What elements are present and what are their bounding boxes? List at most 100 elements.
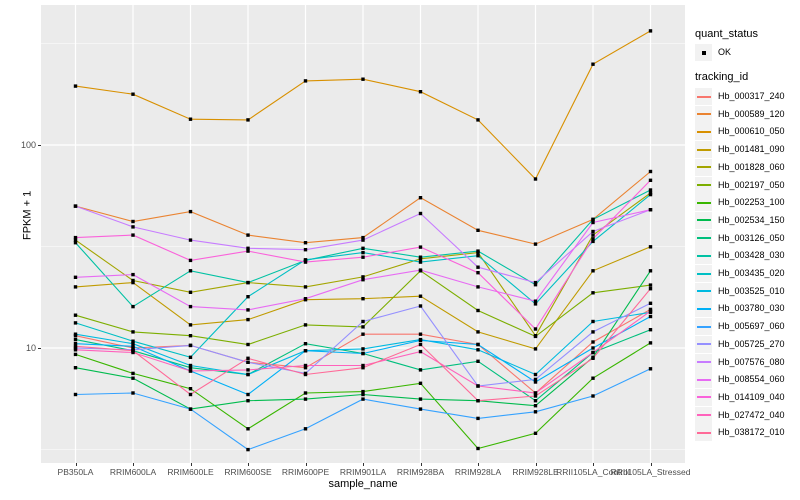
- data-point: [246, 342, 250, 347]
- data-point: [533, 302, 538, 306]
- data-point: [73, 337, 78, 342]
- legend-line-swatch: [696, 113, 711, 116]
- x-tick-mark: [650, 463, 652, 466]
- data-point: [303, 323, 308, 327]
- data-point: [303, 427, 308, 431]
- data-point: [73, 352, 78, 357]
- data-point: [188, 392, 193, 397]
- legend-key-Hb_003126_050: [695, 229, 712, 247]
- data-point: [303, 297, 308, 301]
- data-point: [533, 399, 538, 403]
- data-point: [418, 381, 423, 385]
- data-point: [648, 309, 653, 313]
- x-tick-mark: [133, 463, 134, 466]
- data-point: [131, 330, 135, 334]
- data-point: [131, 391, 135, 395]
- data-point: [73, 321, 78, 325]
- data-point: [591, 291, 595, 295]
- data-point: [188, 209, 193, 214]
- data-point: [246, 368, 250, 372]
- data-point: [476, 330, 480, 334]
- legend-label-series: Hb_000610_050: [718, 126, 785, 137]
- legend-key-Hb_000589_120: [695, 105, 712, 123]
- data-point: [188, 407, 193, 411]
- legend-key-Hb_038172_010: [695, 424, 712, 442]
- data-point: [533, 391, 538, 395]
- data-point: [303, 391, 308, 395]
- data-point: [73, 313, 78, 317]
- legend-key-Hb_005697_060: [695, 318, 712, 336]
- data-point: [591, 356, 595, 360]
- data-point: [303, 285, 308, 289]
- legend-label-series: Hb_005697_060: [718, 321, 785, 332]
- y-axis-title: FPKM + 1: [21, 190, 34, 240]
- data-point: [648, 169, 653, 174]
- data-point: [246, 356, 250, 360]
- data-point: [303, 397, 308, 401]
- legend-key-Hb_002253_100: [695, 194, 712, 212]
- data-point: [418, 338, 423, 343]
- data-point: [476, 384, 480, 388]
- data-point: [648, 29, 653, 33]
- data-point: [361, 351, 365, 356]
- legend-key-Hb_003780_030: [695, 300, 712, 318]
- data-point: [131, 233, 135, 237]
- data-point: [591, 346, 595, 350]
- data-point: [418, 304, 423, 308]
- legend-key-Hb_002534_150: [695, 211, 712, 229]
- data-point: [73, 84, 78, 88]
- data-point: [476, 271, 480, 275]
- data-point: [361, 392, 365, 397]
- data-point: [418, 211, 423, 216]
- legend-line-swatch: [696, 431, 711, 434]
- legend-line-swatch: [696, 219, 711, 222]
- data-point: [361, 238, 365, 242]
- x-tick-mark: [593, 463, 594, 466]
- data-point: [188, 334, 193, 338]
- legend-key-Hb_003435_020: [695, 265, 712, 282]
- data-point: [246, 308, 250, 312]
- legend-key-ok: [695, 44, 712, 61]
- data-point: [361, 250, 365, 255]
- legend-line-swatch: [696, 272, 711, 275]
- data-point: [246, 372, 250, 377]
- legend-line-swatch: [696, 254, 711, 257]
- data-point: [73, 392, 78, 397]
- data-point: [648, 314, 653, 319]
- x-axis-title: sample_name: [328, 478, 398, 490]
- data-point: [246, 447, 250, 452]
- legend-key-Hb_007576_080: [695, 353, 712, 371]
- y-tick-mark: [38, 145, 41, 146]
- legend-label-series: Hb_005725_270: [718, 338, 785, 349]
- legend-line-swatch: [696, 307, 711, 310]
- data-point: [361, 325, 365, 329]
- x-tick-label: RRIM600LA: [109, 467, 157, 477]
- data-point: [418, 196, 423, 200]
- legend-key-Hb_008554_060: [695, 371, 712, 389]
- data-point: [131, 280, 135, 285]
- data-point: [533, 404, 538, 408]
- data-point: [188, 343, 193, 348]
- data-point: [533, 380, 538, 384]
- legend-key-Hb_000610_050: [695, 123, 712, 141]
- data-point: [131, 342, 135, 346]
- data-point: [188, 387, 193, 391]
- data-point: [591, 394, 595, 398]
- legend-label-series: Hb_008554_060: [718, 374, 785, 385]
- data-point: [131, 304, 135, 309]
- x-tick-mark: [305, 463, 307, 466]
- data-point: [648, 192, 653, 197]
- legend-line-swatch: [696, 166, 711, 169]
- legend-key-Hb_000317_240: [695, 88, 712, 105]
- legend-label-series: Hb_003435_020: [718, 268, 785, 278]
- data-point: [591, 62, 595, 66]
- plot-svg: [41, 5, 685, 463]
- data-point: [533, 431, 538, 435]
- data-point: [303, 372, 308, 377]
- data-point: [648, 367, 653, 371]
- data-point: [246, 118, 250, 122]
- legend-label-series: Hb_000589_120: [718, 108, 785, 119]
- legend-key-Hb_005725_270: [695, 335, 712, 353]
- data-point: [591, 376, 595, 380]
